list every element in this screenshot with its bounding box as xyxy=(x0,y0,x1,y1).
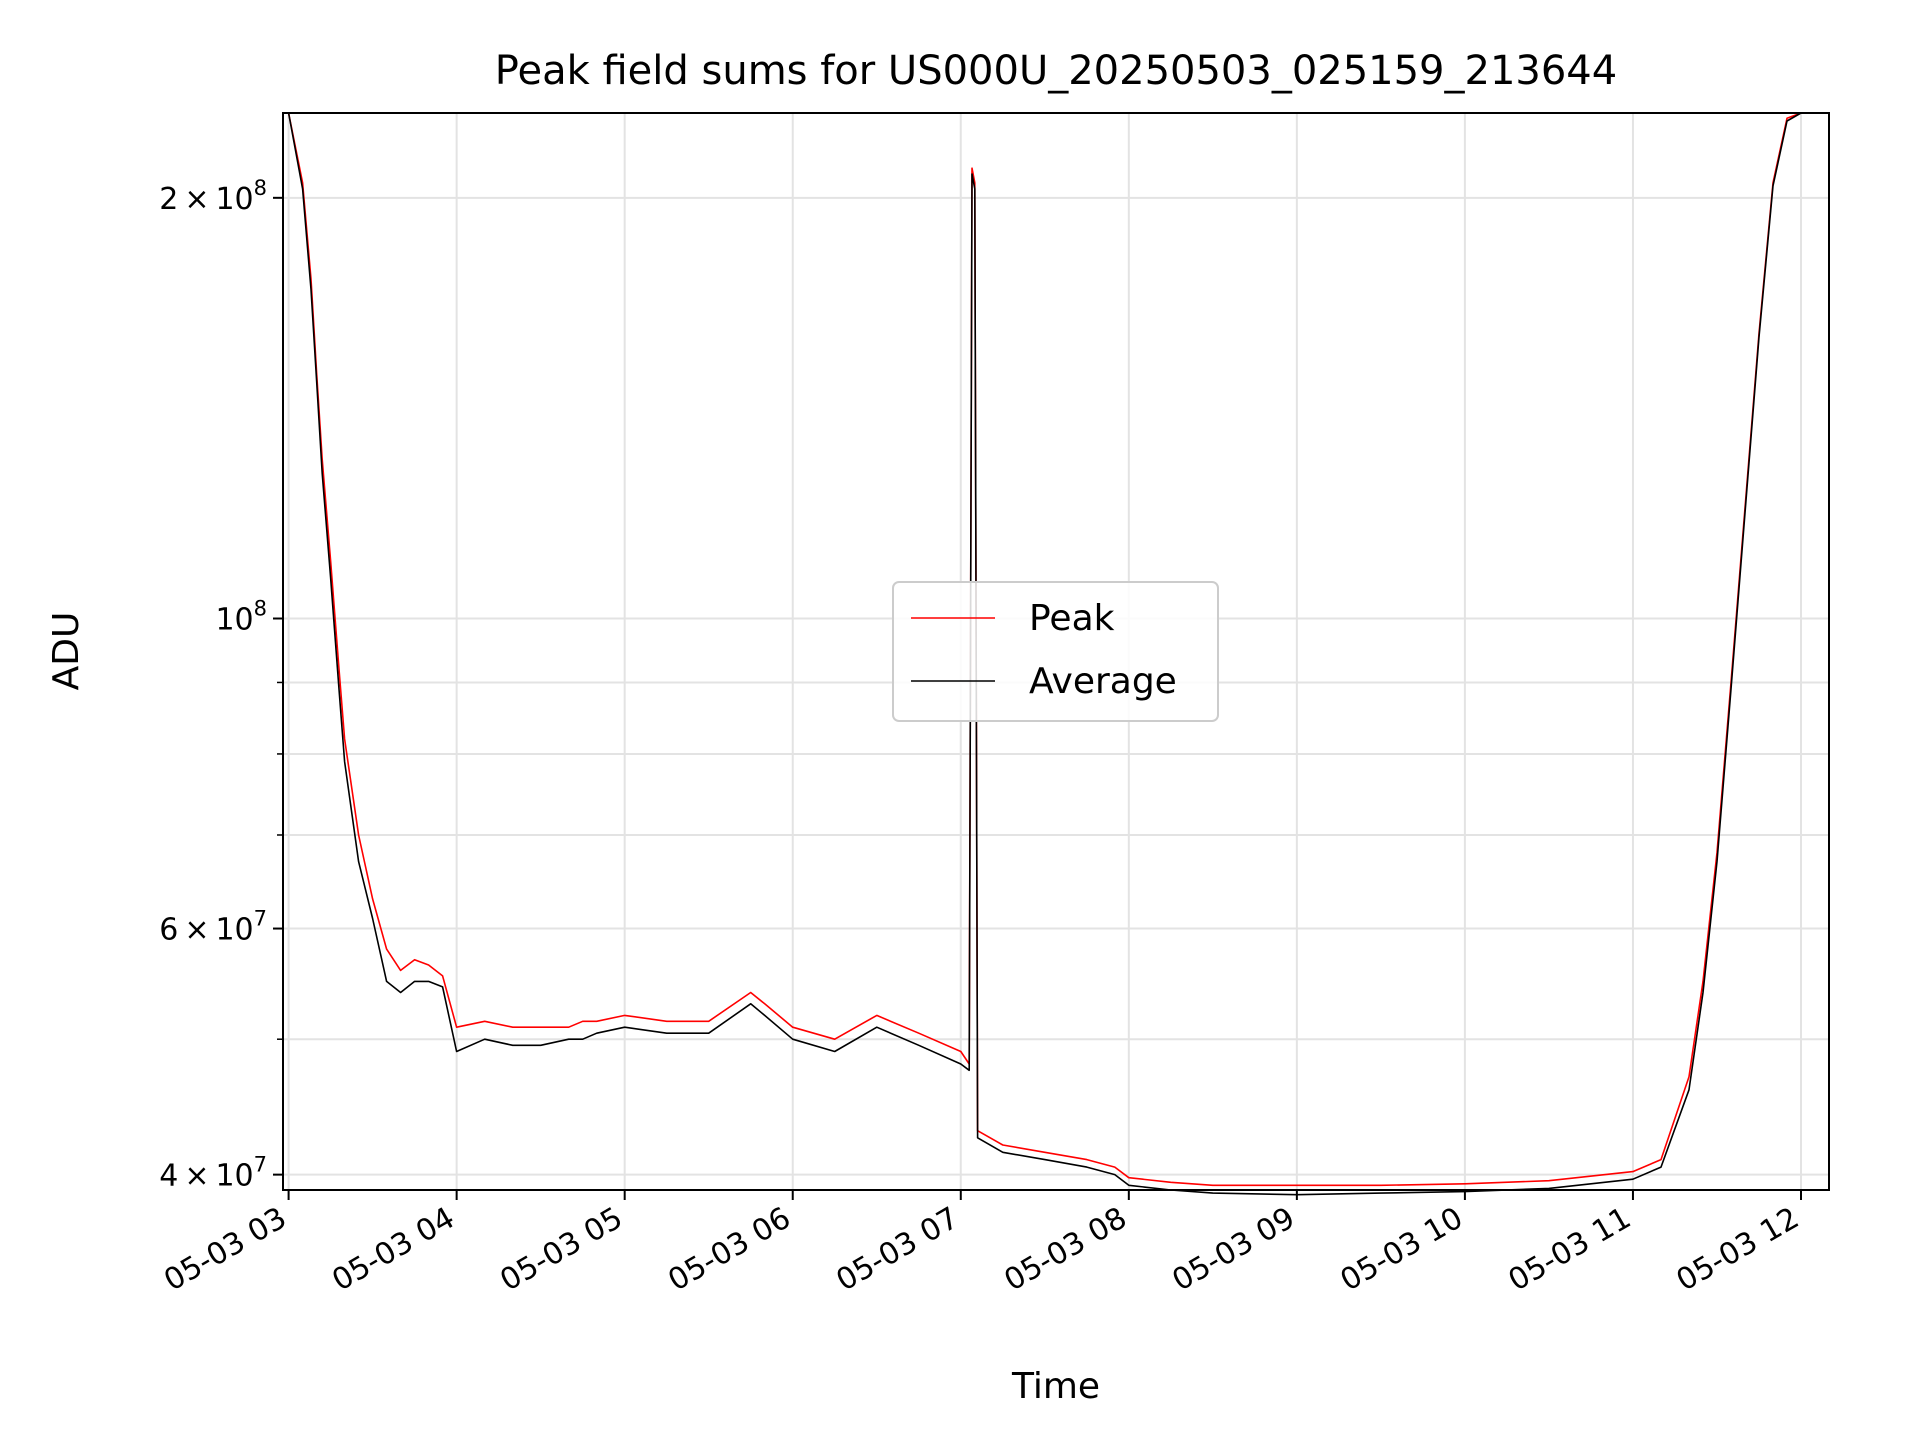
y-tick-label: 2 × 108 xyxy=(159,176,267,217)
x-axis-ticks: 05-03 03 05-03 04 05-03 05 05-03 06 05-03 07… xyxy=(158,1190,1805,1298)
x-tick-label: 05-03 03 xyxy=(158,1201,292,1299)
x-tick-label: 05-03 05 xyxy=(494,1201,628,1299)
x-tick-label: 05-03 07 xyxy=(830,1201,964,1299)
y-tick-label: 108 xyxy=(215,597,267,638)
y-tick-label: 4 × 107 xyxy=(159,1153,267,1194)
y-axis-label: ADU xyxy=(46,612,87,691)
chart-title: Peak field sums for US000U_20250503_0251… xyxy=(495,48,1617,94)
series-line-peak xyxy=(287,112,1802,1187)
y-tick-label: 6 × 107 xyxy=(159,907,267,948)
x-tick-label: 05-03 09 xyxy=(1167,1201,1301,1299)
plot-frame xyxy=(282,112,1830,1191)
x-tick-label: 05-03 06 xyxy=(662,1201,796,1299)
legend-label-peak: Peak xyxy=(1029,598,1115,639)
legend-label-average: Average xyxy=(1029,661,1177,702)
x-tick-label: 05-03 11 xyxy=(1503,1201,1637,1299)
series-layer xyxy=(287,112,1802,1196)
x-tick-label: 05-03 04 xyxy=(326,1201,460,1299)
x-tick-label: 05-03 10 xyxy=(1335,1201,1469,1299)
legend-box xyxy=(892,581,1219,722)
x-axis-label: Time xyxy=(1011,1366,1100,1407)
x-tick-label: 05-03 08 xyxy=(999,1201,1133,1299)
y-axis-ticks: 4 × 107 6 × 107 108 2 × 108 xyxy=(159,176,283,1194)
series-line-average xyxy=(287,112,1802,1196)
legend: Peak Average xyxy=(892,581,1219,722)
x-tick-label: 05-03 12 xyxy=(1671,1201,1805,1299)
